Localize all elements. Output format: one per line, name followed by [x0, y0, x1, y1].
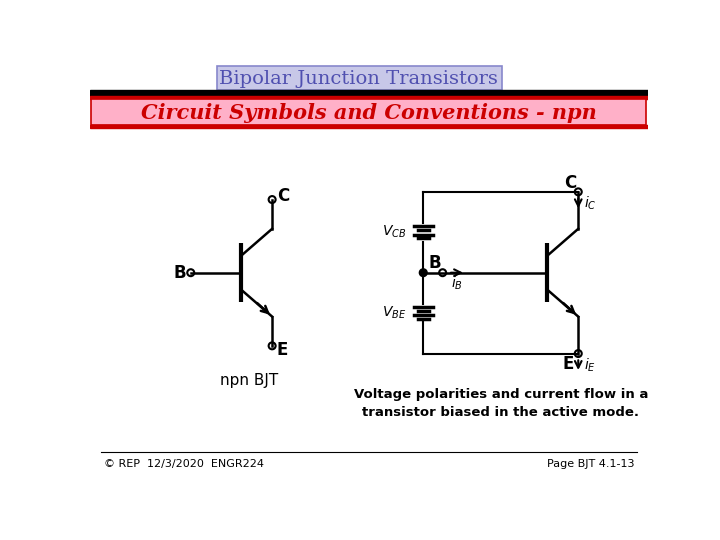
- Circle shape: [419, 269, 427, 276]
- Text: B: B: [174, 264, 186, 282]
- Text: C: C: [276, 187, 289, 205]
- Text: E: E: [276, 341, 288, 359]
- FancyBboxPatch shape: [91, 99, 646, 125]
- Text: npn BJT: npn BJT: [220, 373, 278, 388]
- Text: $i_B$: $i_B$: [451, 275, 463, 292]
- Text: $i_C$: $i_C$: [585, 195, 597, 212]
- Text: $i_E$: $i_E$: [585, 356, 596, 374]
- Bar: [90, 90, 648, 96]
- Text: E: E: [563, 355, 574, 373]
- Text: © REP  12/3/2020  ENGR224: © REP 12/3/2020 ENGR224: [104, 458, 264, 469]
- Text: $V_{CB}$: $V_{CB}$: [382, 224, 406, 240]
- Text: $V_{BE}$: $V_{BE}$: [382, 305, 406, 321]
- Text: Page BJT 4.1-13: Page BJT 4.1-13: [546, 458, 634, 469]
- Text: Voltage polarities and current flow in a
transistor biased in the active mode.: Voltage polarities and current flow in a…: [354, 388, 648, 419]
- Bar: [90, 96, 648, 99]
- Text: C: C: [564, 174, 577, 192]
- Text: Bipolar Junction Transistors: Bipolar Junction Transistors: [220, 70, 498, 87]
- FancyBboxPatch shape: [217, 65, 502, 90]
- Text: B: B: [428, 254, 441, 273]
- Text: Circuit Symbols and Conventions - npn: Circuit Symbols and Conventions - npn: [141, 103, 597, 123]
- Bar: [90, 125, 648, 128]
